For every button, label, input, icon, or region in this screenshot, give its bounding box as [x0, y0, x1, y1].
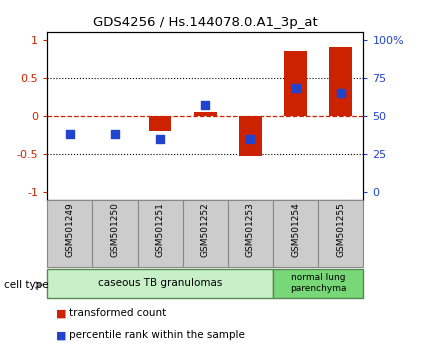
Text: GSM501253: GSM501253 [246, 202, 255, 257]
Bar [239, 116, 262, 156]
Point [292, 86, 299, 91]
Bar [329, 47, 352, 116]
Bar [92, 200, 138, 267]
Text: caseous TB granulomas: caseous TB granulomas [98, 278, 222, 288]
Text: transformed count: transformed count [69, 308, 166, 318]
Point [337, 90, 344, 96]
Text: GSM501254: GSM501254 [291, 202, 300, 257]
Text: GSM501250: GSM501250 [111, 202, 120, 257]
Bar [47, 269, 273, 297]
Point [202, 102, 209, 108]
Bar [273, 200, 318, 267]
Text: GSM501249: GSM501249 [65, 202, 74, 257]
Bar [47, 200, 92, 267]
Text: GSM501252: GSM501252 [201, 202, 210, 257]
Point [247, 136, 254, 142]
Bar [318, 200, 363, 267]
Text: ■: ■ [56, 330, 66, 340]
Text: GSM501255: GSM501255 [336, 202, 345, 257]
Bar [284, 51, 307, 116]
Text: ■: ■ [56, 308, 66, 318]
Bar [183, 200, 228, 267]
Bar [149, 116, 172, 131]
Text: GSM501251: GSM501251 [156, 202, 165, 257]
Text: percentile rank within the sample: percentile rank within the sample [69, 330, 245, 340]
Bar [228, 200, 273, 267]
Text: normal lung
parenchyma: normal lung parenchyma [290, 274, 347, 293]
Title: GDS4256 / Hs.144078.0.A1_3p_at: GDS4256 / Hs.144078.0.A1_3p_at [93, 16, 318, 29]
Point [111, 131, 118, 137]
Point [66, 131, 73, 137]
Bar [273, 269, 363, 297]
Text: cell type: cell type [4, 280, 49, 290]
Bar [138, 200, 183, 267]
Bar [194, 112, 217, 116]
Point [157, 136, 163, 142]
